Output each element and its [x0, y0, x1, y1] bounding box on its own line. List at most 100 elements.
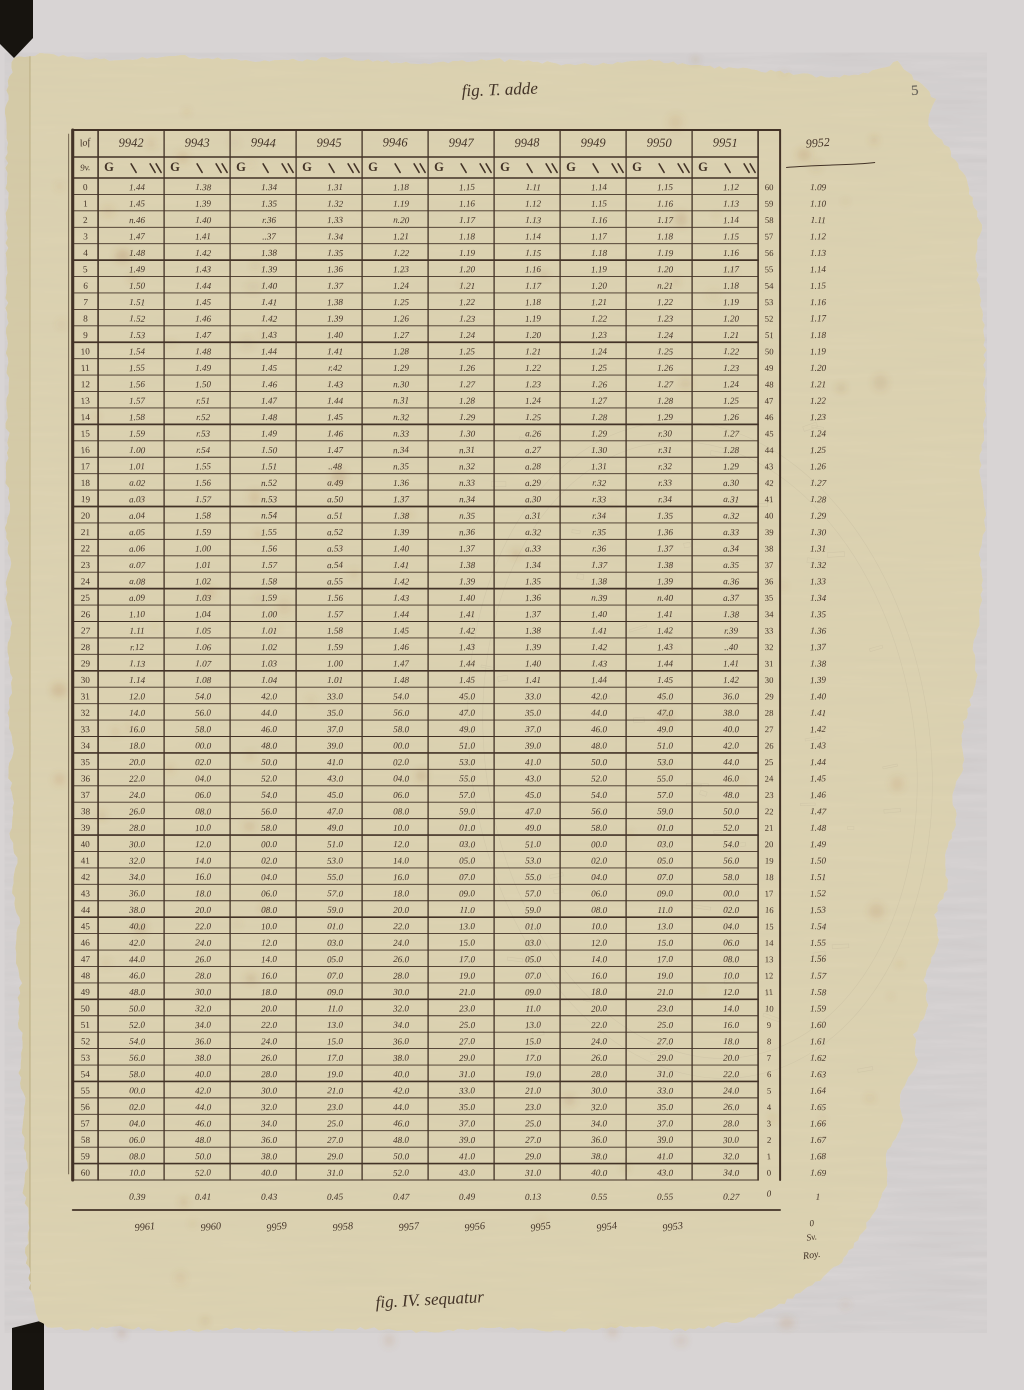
svg-text:25.0: 25.0: [657, 1020, 674, 1031]
svg-text:18: 18: [765, 872, 775, 883]
svg-text:1.37: 1.37: [810, 642, 827, 653]
svg-text:1.23: 1.23: [591, 330, 608, 341]
svg-text:8: 8: [83, 314, 88, 324]
svg-text:1.16: 1.16: [591, 215, 608, 225]
svg-text:1.38: 1.38: [261, 248, 278, 259]
svg-text:05.0: 05.0: [525, 954, 541, 964]
svg-text:9958: 9958: [332, 1221, 355, 1234]
svg-text:55: 55: [81, 1085, 91, 1095]
svg-text:9949: 9949: [581, 136, 607, 150]
svg-text:1.17: 1.17: [591, 231, 608, 242]
svg-text:34: 34: [765, 609, 774, 619]
svg-text:r.32: r.32: [658, 461, 673, 472]
svg-text:1.48: 1.48: [195, 346, 212, 357]
svg-text:1.13: 1.13: [810, 248, 826, 258]
svg-text:1.35: 1.35: [261, 199, 277, 209]
svg-text:1.00: 1.00: [327, 658, 344, 668]
svg-text:r.34: r.34: [658, 494, 673, 504]
svg-text:32.0: 32.0: [194, 1003, 212, 1014]
svg-text:35.0: 35.0: [326, 708, 344, 719]
svg-text:1.55: 1.55: [129, 362, 146, 373]
svg-text:1.54: 1.54: [129, 346, 146, 356]
svg-text:02.0: 02.0: [393, 757, 410, 768]
svg-text:1.11: 1.11: [810, 215, 826, 225]
svg-text:14.0: 14.0: [723, 1003, 739, 1013]
svg-text:51: 51: [81, 1020, 91, 1030]
svg-text:..40: ..40: [724, 642, 738, 652]
svg-text:52: 52: [81, 1036, 91, 1047]
svg-text:41.0: 41.0: [525, 757, 542, 768]
svg-text:02.0: 02.0: [129, 1102, 146, 1112]
svg-text:23: 23: [765, 790, 774, 800]
svg-text:02.0: 02.0: [195, 757, 211, 767]
svg-text:10: 10: [765, 1003, 775, 1014]
svg-text:27: 27: [81, 625, 91, 636]
svg-text:02.0: 02.0: [591, 855, 608, 865]
svg-text:1.24: 1.24: [657, 330, 674, 341]
svg-text:54.0: 54.0: [195, 691, 212, 701]
svg-text:1.19: 1.19: [591, 264, 608, 275]
svg-text:1.14: 1.14: [810, 264, 827, 275]
svg-text:34.0: 34.0: [194, 1020, 212, 1031]
svg-text:41.0: 41.0: [657, 1151, 674, 1162]
svg-text:1.49: 1.49: [810, 839, 826, 849]
svg-text:r.34: r.34: [592, 511, 606, 521]
svg-text:1.24: 1.24: [723, 379, 740, 390]
svg-text:1.30: 1.30: [810, 527, 827, 538]
svg-text:53.0: 53.0: [459, 757, 476, 767]
svg-text:3: 3: [83, 231, 88, 241]
svg-text:33.0: 33.0: [524, 691, 541, 701]
svg-text:9951: 9951: [713, 135, 738, 150]
svg-text:1.08: 1.08: [195, 675, 212, 686]
svg-text:1.43: 1.43: [810, 740, 827, 750]
svg-text:r.53: r.53: [196, 429, 210, 439]
svg-text:1.23: 1.23: [525, 379, 541, 389]
svg-text:50: 50: [80, 1003, 90, 1014]
svg-text:1.41: 1.41: [393, 560, 409, 571]
svg-text:1.37: 1.37: [393, 494, 409, 504]
svg-text:1.23: 1.23: [810, 412, 827, 422]
svg-text:1.27: 1.27: [810, 477, 827, 488]
svg-text:1.36: 1.36: [327, 264, 344, 275]
svg-text:1.36: 1.36: [810, 625, 827, 636]
svg-text:1.05: 1.05: [195, 625, 212, 635]
svg-text:24.0: 24.0: [723, 1086, 739, 1096]
svg-text:1.28: 1.28: [657, 395, 674, 405]
svg-text:1.29: 1.29: [591, 429, 607, 439]
svg-text:18.0: 18.0: [129, 741, 145, 751]
svg-text:05.0: 05.0: [327, 954, 344, 965]
svg-text:17.0: 17.0: [525, 1052, 542, 1063]
svg-text:1.16: 1.16: [459, 198, 476, 209]
svg-text:1.41: 1.41: [591, 625, 607, 636]
svg-text:58.0: 58.0: [261, 823, 278, 834]
svg-text:1.69: 1.69: [810, 1167, 827, 1178]
svg-text:08.0: 08.0: [591, 905, 608, 916]
svg-text:25: 25: [764, 757, 773, 767]
svg-text:31.0: 31.0: [656, 1069, 674, 1079]
svg-text:1.48: 1.48: [393, 675, 409, 685]
svg-text:1.56: 1.56: [810, 954, 826, 964]
svg-text:36.0: 36.0: [722, 691, 739, 701]
svg-text:01.0: 01.0: [525, 921, 541, 931]
svg-text:1.02: 1.02: [195, 576, 212, 586]
svg-text:53: 53: [81, 1053, 91, 1063]
svg-text:1.45: 1.45: [393, 626, 409, 636]
svg-text:1.03: 1.03: [195, 593, 212, 603]
svg-text:46.0: 46.0: [195, 1118, 212, 1129]
svg-text:5: 5: [767, 1086, 771, 1096]
svg-text:04.0: 04.0: [195, 773, 211, 783]
svg-text:34.0: 34.0: [392, 1020, 410, 1030]
svg-text:06.0: 06.0: [261, 888, 278, 898]
svg-text:31.0: 31.0: [524, 1168, 541, 1178]
svg-text:1.29: 1.29: [810, 511, 827, 521]
svg-text:1.21: 1.21: [525, 346, 541, 356]
svg-text:0.13: 0.13: [525, 1193, 542, 1203]
svg-text:1.34: 1.34: [810, 593, 827, 603]
svg-text:1.01: 1.01: [327, 675, 343, 685]
svg-text:G: G: [170, 160, 180, 174]
svg-text:1.48: 1.48: [129, 248, 145, 258]
svg-text:39.0: 39.0: [524, 741, 542, 751]
svg-text:28.0: 28.0: [723, 1118, 740, 1128]
svg-text:29: 29: [765, 691, 774, 702]
svg-text:1.39: 1.39: [261, 264, 277, 274]
